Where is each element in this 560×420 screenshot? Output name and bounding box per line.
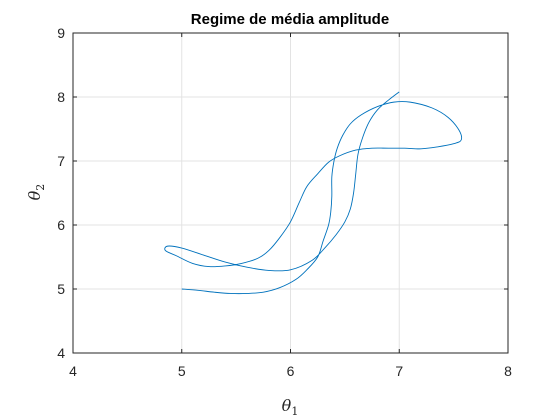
- x-axis-label-subscript: 1: [291, 405, 298, 418]
- y-tick-label-2: 6: [57, 217, 65, 233]
- x-tick-label-2: 6: [287, 363, 295, 379]
- y-axis-label-subscript: 2: [34, 184, 47, 191]
- x-tick-label-3: 7: [395, 363, 403, 379]
- y-axis-label-symbol: θ: [25, 190, 44, 200]
- x-tick-label-4: 8: [504, 363, 512, 379]
- y-tick-label-5: 9: [57, 25, 65, 41]
- y-tick-label-3: 7: [57, 153, 65, 169]
- x-tick-label-0: 4: [69, 363, 77, 379]
- tick-labels: 4 5 6 7 8 4 5 6 7 8 9: [57, 25, 512, 379]
- x-axis-label-symbol: θ: [282, 396, 292, 415]
- series-layer: [164, 91, 463, 295]
- y-axis-label: θ2: [25, 184, 47, 201]
- plot-area: 4 5 6 7 8 4 5 6 7 8 9: [57, 25, 512, 379]
- y-tick-label-1: 5: [57, 281, 65, 297]
- x-tick-label-1: 5: [178, 363, 186, 379]
- x-axis-label: θ1: [282, 396, 299, 418]
- tick-marks: [72, 32, 509, 354]
- y-tick-label-4: 8: [57, 89, 65, 105]
- y-tick-label-0: 4: [57, 345, 65, 361]
- series-line-0: [164, 91, 463, 295]
- chart-title: Regime de média amplitude: [191, 11, 389, 28]
